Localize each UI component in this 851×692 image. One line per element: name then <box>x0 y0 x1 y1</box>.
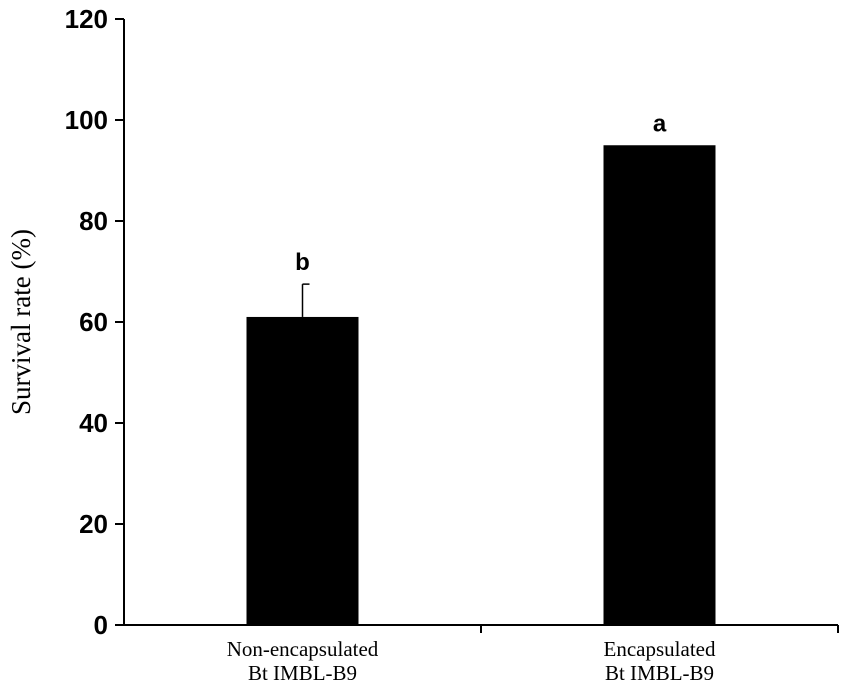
y-tick-label: 60 <box>79 307 108 337</box>
bar-0 <box>246 316 359 625</box>
x-category-label-1: Bt IMBL-B9 <box>605 661 714 685</box>
y-tick-label: 40 <box>79 408 108 438</box>
y-tick-label: 100 <box>65 105 108 135</box>
y-tick-label: 120 <box>65 4 108 34</box>
bars-group <box>246 145 716 625</box>
x-axis <box>124 624 839 633</box>
significance-label-0: b <box>295 249 310 276</box>
y-tick-label: 80 <box>79 206 108 236</box>
bar-1 <box>603 145 716 625</box>
y-axis: 0 20 40 60 80 100 120 <box>65 4 125 640</box>
significance-label-1: a <box>653 110 667 137</box>
x-category-label-0: Non-encapsulated <box>227 637 379 661</box>
y-tick-label: 0 <box>94 610 108 640</box>
y-tick-label: 20 <box>79 509 108 539</box>
x-category-label-1: Encapsulated <box>604 637 716 661</box>
x-category-label-0: Bt IMBL-B9 <box>248 661 357 685</box>
y-axis-title: Survival rate (%) <box>6 229 36 415</box>
